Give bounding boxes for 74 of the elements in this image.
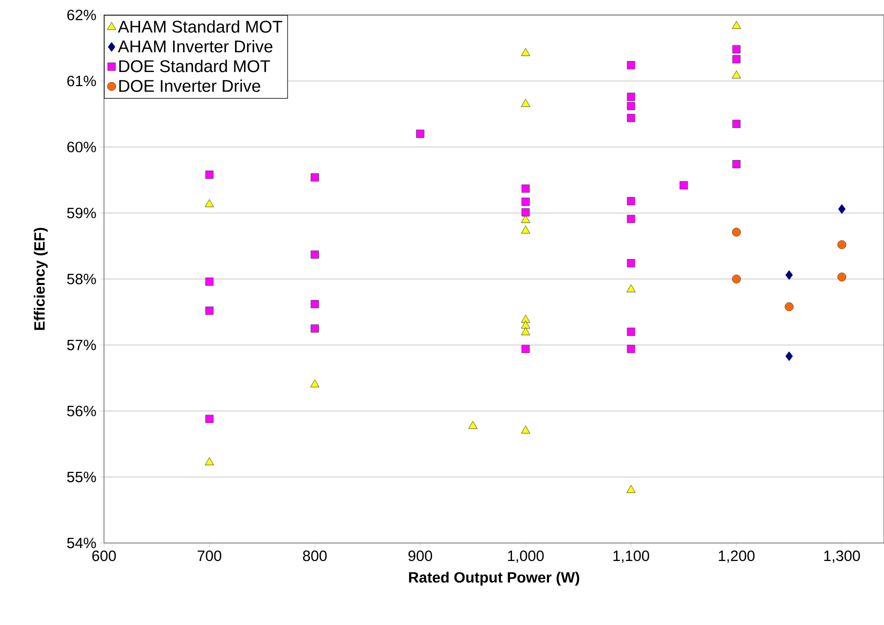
y-tick-label: 60% [67,142,96,152]
point [521,198,530,206]
y-tick-label: 58% [67,274,96,284]
y-tick-label: 59% [67,208,96,218]
point [626,214,636,224]
point [785,351,793,362]
point [310,324,319,333]
point [205,306,214,315]
point [626,328,636,336]
point [205,414,214,424]
y-axis-title: Efficiency (EF) [34,228,48,330]
point [837,240,846,250]
y-tick-label: 55% [67,472,96,482]
point [732,20,741,29]
x-tick-label: 1,300 [824,550,860,563]
point [837,272,846,282]
x-tick-label: 600 [92,550,116,562]
point [626,61,636,70]
x-tick-label: 1,000 [508,550,544,563]
point [205,278,214,286]
point [521,226,530,234]
point [468,420,478,429]
point [626,284,636,292]
point [732,274,741,284]
point [204,457,214,466]
point [521,215,530,224]
point [626,259,636,268]
point [521,426,530,434]
point [521,327,530,336]
point [310,250,319,259]
y-tick-label: 61% [67,76,96,86]
point [838,204,846,214]
x-tick-label: 900 [408,550,432,562]
point [521,344,530,354]
point [732,120,741,128]
x-tick-label: 800 [303,550,327,562]
point [784,302,794,312]
point [626,114,636,122]
y-tick-label: 54% [67,538,96,548]
point [310,300,319,308]
legend-label: AHAM Standard MOT [118,20,282,33]
y-tick-label: 56% [67,406,96,416]
point [521,184,530,193]
point [521,314,530,323]
point [626,484,636,493]
point [732,55,741,64]
point [521,208,530,216]
point [680,181,688,190]
point [626,344,636,354]
x-tick-label: 700 [198,550,222,562]
y-tick-label: 57% [67,340,96,350]
point [626,92,636,101]
point [732,228,741,237]
point [521,98,530,107]
y-tick-label: 62% [67,10,96,20]
legend-label: AHAM Inverter Drive [118,40,272,52]
point [626,196,636,206]
point [732,160,741,168]
point [204,199,214,208]
point [205,170,214,179]
point [785,270,793,280]
point [732,70,741,78]
point [416,130,424,138]
x-tick-label: 1,200 [718,550,755,563]
point [310,379,320,388]
legend-label: DOE Standard MOT [119,60,270,72]
point [521,320,530,329]
point [732,45,741,54]
legend-label: DOE Inverter Drive [119,80,260,92]
point [310,173,319,182]
x-axis-title: Rated Output Power (W) [409,572,580,586]
point [521,48,530,56]
point [626,102,636,110]
x-tick-label: 1,100 [613,550,650,563]
